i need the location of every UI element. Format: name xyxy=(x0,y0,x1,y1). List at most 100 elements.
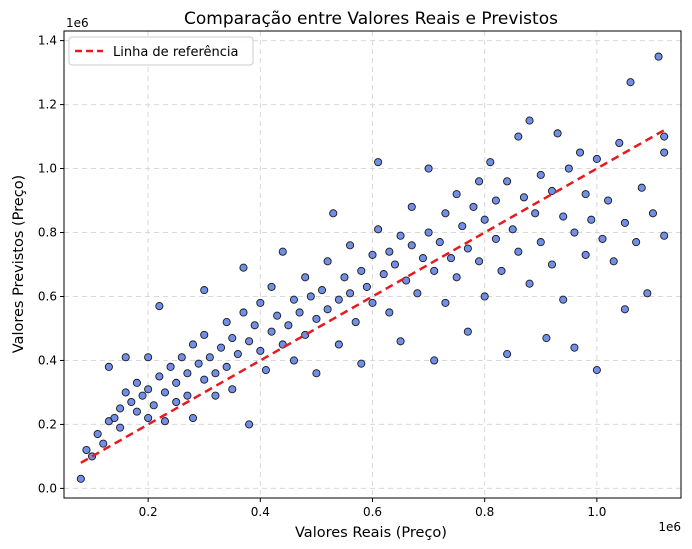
scatter-point xyxy=(323,257,332,266)
scatter-point xyxy=(604,196,613,205)
scatter-point xyxy=(357,266,366,275)
x-tick-label: 1.0 xyxy=(587,505,606,519)
scatter-point xyxy=(620,305,629,314)
scatter-point xyxy=(531,209,540,218)
scatter-point xyxy=(222,318,231,327)
scatter-point xyxy=(469,202,478,211)
scatter-point xyxy=(396,231,405,240)
scatter-point xyxy=(346,289,355,298)
chart-title: Comparação entre Valores Reais e Previst… xyxy=(184,9,558,29)
scatter-point xyxy=(172,378,181,387)
scatter-point xyxy=(127,397,136,407)
scatter-point xyxy=(643,289,652,298)
scatter-point xyxy=(508,225,517,234)
scatter-point xyxy=(620,218,629,227)
scatter-point xyxy=(261,366,270,375)
scatter-point xyxy=(239,263,248,272)
scatter-point xyxy=(295,308,304,317)
y-offset-label: 1e6 xyxy=(66,16,89,30)
scatter-point xyxy=(239,308,248,317)
scatter-point xyxy=(592,154,601,163)
scatter-point xyxy=(519,193,528,202)
scatter-point xyxy=(132,407,141,416)
scatter-point xyxy=(323,305,332,314)
scatter-point xyxy=(542,334,551,343)
scatter-point xyxy=(306,292,315,301)
scatter-point xyxy=(609,257,618,266)
scatter-point xyxy=(99,439,108,448)
scatter-point xyxy=(480,215,489,224)
scatter-point xyxy=(441,298,450,307)
scatter-point xyxy=(570,228,579,237)
scatter-point xyxy=(660,132,669,141)
legend: Linha de referência xyxy=(68,36,254,66)
scatter-point xyxy=(559,295,568,304)
scatter-point xyxy=(200,375,209,384)
scatter-point xyxy=(441,209,450,218)
scatter-point xyxy=(407,241,416,250)
scatter-point xyxy=(278,247,287,256)
scatter-point xyxy=(177,353,186,362)
scatter-point xyxy=(446,254,456,263)
scatter-point xyxy=(284,321,293,330)
scatter-point xyxy=(104,362,113,371)
scatter-point xyxy=(76,474,85,483)
scatter-point xyxy=(329,209,338,218)
scatter-point xyxy=(598,234,607,243)
reference-line xyxy=(80,127,668,464)
scatter-point xyxy=(256,346,265,355)
x-axis-label: Valores Reais (Preço) xyxy=(295,525,447,541)
scatter-point xyxy=(553,129,562,138)
y-tick-label: 1.0 xyxy=(38,162,57,176)
scatter-point xyxy=(267,327,276,336)
scatter-point xyxy=(82,445,91,455)
scatter-point xyxy=(491,196,500,205)
scatter-point xyxy=(138,391,147,400)
scatter-point xyxy=(637,183,646,192)
scatter-point xyxy=(267,282,276,291)
scatter-point xyxy=(587,215,596,224)
scatter-point xyxy=(116,404,125,413)
scatter-point xyxy=(368,298,377,307)
y-tick-label: 0.0 xyxy=(38,481,57,495)
scatter-point xyxy=(486,158,495,167)
x-tick-label: 0.4 xyxy=(251,505,270,519)
scatter-point xyxy=(200,330,209,339)
scatter-point xyxy=(155,372,164,381)
scatter-point xyxy=(407,202,416,211)
x-offset-label: 1e6 xyxy=(658,520,681,534)
scatter-point xyxy=(379,270,388,279)
scatter-point xyxy=(660,231,669,240)
scatter-point xyxy=(503,177,512,186)
scatter-point xyxy=(245,420,254,429)
scatter-point xyxy=(452,273,461,282)
scatter-point xyxy=(312,314,321,323)
scatter-point xyxy=(245,337,254,346)
scatter-point xyxy=(648,209,658,218)
scatter-point xyxy=(536,238,545,247)
scatter-point xyxy=(536,170,545,179)
scatter-point xyxy=(211,391,220,400)
scatter-point xyxy=(155,302,164,311)
scatter-point xyxy=(390,260,399,269)
scatter-point xyxy=(452,190,461,199)
scatter-point xyxy=(160,388,170,397)
scatter-point xyxy=(592,366,601,375)
scatter-point xyxy=(362,282,371,291)
scatter-point xyxy=(317,286,327,295)
scatter-point xyxy=(396,337,405,346)
scatter-point xyxy=(334,295,343,304)
scatter-point xyxy=(144,353,153,362)
scatter-point xyxy=(121,353,130,362)
y-tick-label: 0.8 xyxy=(38,226,57,240)
scatter-point xyxy=(581,250,590,259)
scatter-point xyxy=(424,164,433,173)
y-tick-label: 0.4 xyxy=(38,353,57,367)
scatter-point xyxy=(233,350,242,359)
scatter-point xyxy=(430,356,439,365)
scatter-point xyxy=(357,359,366,368)
y-tick-label: 0.2 xyxy=(38,417,57,431)
scatter-point xyxy=(340,273,349,282)
scatter-point xyxy=(374,225,383,234)
